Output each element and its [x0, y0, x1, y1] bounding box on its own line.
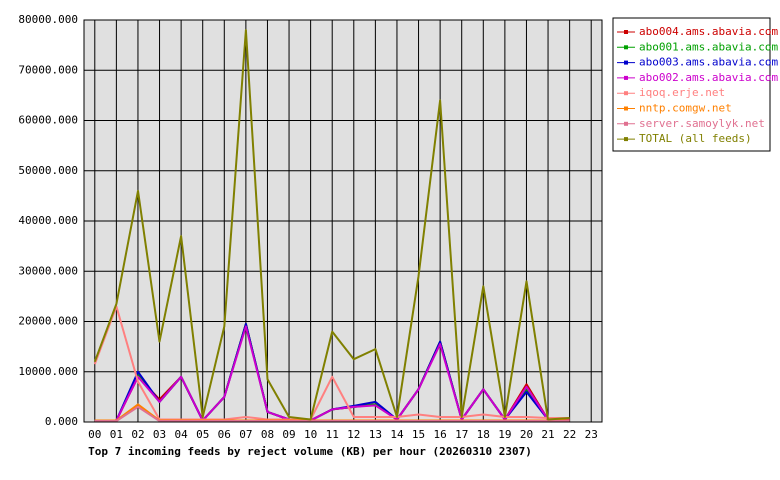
x-tick-label: 00 [88, 428, 101, 441]
legend-label: abo004.ams.abavia.com [639, 25, 778, 38]
x-tick-label: 11 [326, 428, 339, 441]
legend-marker [624, 91, 628, 96]
x-tick-label: 19 [498, 428, 511, 441]
x-tick-label: 05 [196, 428, 209, 441]
series-line [94, 405, 570, 422]
legend-label: abo001.ams.abavia.com [639, 40, 778, 53]
x-tick-label: 01 [110, 428, 123, 441]
series-line [94, 325, 570, 422]
y-tick-label: 0.000 [45, 415, 78, 428]
x-tick-label: 08 [261, 428, 274, 441]
y-tick-label: 60000.000 [18, 114, 78, 127]
legend: abo004.ams.abavia.com abo001.ams.abavia.c… [617, 25, 778, 145]
y-tick-label: 70000.000 [18, 63, 78, 76]
x-tick-label: 12 [347, 428, 360, 441]
x-tick-label: 23 [585, 428, 598, 441]
legend-marker [624, 75, 628, 80]
x-tick-label: 07 [239, 428, 252, 441]
x-tick-label: 02 [131, 428, 144, 441]
legend-label: iqoq.erje.net [639, 86, 725, 99]
legend-label: nntp.comgw.net [639, 102, 732, 115]
legend-marker [624, 30, 628, 34]
series-line [93, 29, 570, 421]
x-tick-label: 06 [218, 428, 231, 441]
legend-box [612, 17, 771, 152]
legend-marker [624, 60, 628, 65]
x-tick-label: 16 [434, 428, 447, 441]
x-tick-label: 15 [412, 428, 425, 441]
legend-label: server.samoylyk.net [639, 117, 765, 130]
x-tick-label: 04 [175, 428, 189, 441]
y-tick-label: 50000.000 [18, 164, 78, 177]
x-tick-label: 21 [541, 428, 554, 441]
legend-label: abo003.ams.abavia.com [639, 56, 778, 69]
legend-marker [624, 137, 628, 142]
legend-label: abo002.ams.abavia.com [639, 71, 778, 84]
y-tick-label: 40000.000 [18, 214, 78, 227]
x-tick-label: 22 [563, 428, 576, 441]
legend-marker [624, 121, 628, 126]
chart-title: Top 7 incoming feeds by reject volume (K… [88, 445, 532, 458]
plot-frame [83, 19, 603, 423]
legend-marker [624, 45, 628, 50]
y-tick-label: 10000.000 [18, 365, 78, 378]
legend-marker [624, 106, 628, 111]
y-tick-label: 80000.000 [18, 13, 78, 26]
x-tick-label: 20 [520, 428, 533, 441]
x-tick-label: 09 [282, 428, 295, 441]
x-tick-label: 13 [369, 428, 382, 441]
legend-label: TOTAL (all feeds) [639, 132, 752, 145]
x-tick-label: 17 [455, 428, 468, 441]
x-tick-label: 14 [390, 428, 404, 441]
x-tick-label: 10 [304, 428, 317, 441]
y-tick-label: 30000.000 [18, 264, 78, 277]
y-tick-label: 20000.000 [18, 315, 78, 328]
lines [93, 29, 570, 422]
x-tick-label: 18 [477, 428, 490, 441]
x-tick-label: 03 [153, 428, 166, 441]
